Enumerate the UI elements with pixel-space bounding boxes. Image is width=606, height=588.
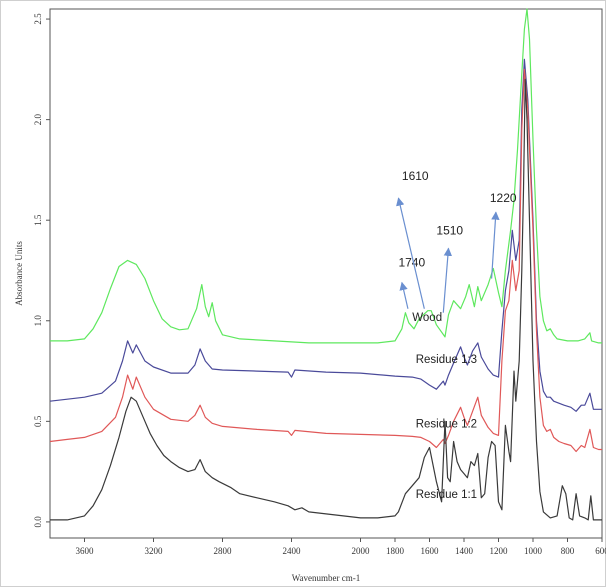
x-tick-label: 600 (595, 546, 606, 556)
y-tick-label: 2.0 (33, 114, 43, 126)
x-tick-label: 2800 (214, 546, 233, 556)
series-label: Residue 1:1 (416, 489, 477, 501)
series-line (50, 8, 602, 344)
x-tick-label: 3200 (145, 546, 164, 556)
y-tick-label: 1.0 (33, 315, 43, 327)
y-tick-label: 0.5 (33, 415, 43, 427)
axis-layer: 3600 3200 2800 2400 2000 1800 1600 1400 1200 1000… (33, 13, 606, 556)
x-tick-label: 1200 (490, 546, 509, 556)
peak-arrow (442, 247, 453, 313)
x-tick-label: 1600 (421, 546, 440, 556)
y-axis-label: Absorbance Units (14, 241, 24, 306)
x-tick-label: 2000 (352, 546, 371, 556)
y-tick-label: 2.5 (33, 13, 43, 25)
series-label: Residue 1:2 (416, 418, 477, 430)
peak-arrow (396, 197, 425, 309)
peak-arrow (399, 281, 409, 309)
series-line (50, 78, 602, 521)
peak-label: 1610 (402, 169, 429, 183)
series-line (49, 68, 602, 453)
y-tick-label: 1.5 (33, 214, 43, 226)
peak-arrow (491, 211, 500, 279)
peak-label: 1510 (436, 223, 463, 237)
x-tick-label: 1800 (386, 546, 405, 556)
x-axis-label: Wavenumber cm-1 (292, 573, 361, 583)
y-tick-label: 0.0 (33, 516, 43, 528)
annotation-layer: 1740 1610 1510 1220 (396, 169, 517, 313)
x-tick-label: 800 (561, 546, 575, 556)
x-tick-label: 3600 (76, 546, 95, 556)
series-line (49, 58, 602, 412)
series-label: Residue 1:3 (416, 354, 477, 366)
x-tick-label: 1000 (524, 546, 543, 556)
series-label: Wood (412, 312, 442, 324)
peak-label: 1740 (398, 255, 425, 269)
series-layer: Wood Residue 1:3 Residue 1:2 Residue 1:1 (49, 8, 602, 521)
peak-label: 1220 (490, 191, 517, 205)
x-tick-label: 1400 (455, 546, 474, 556)
x-tick-label: 2400 (283, 546, 302, 556)
